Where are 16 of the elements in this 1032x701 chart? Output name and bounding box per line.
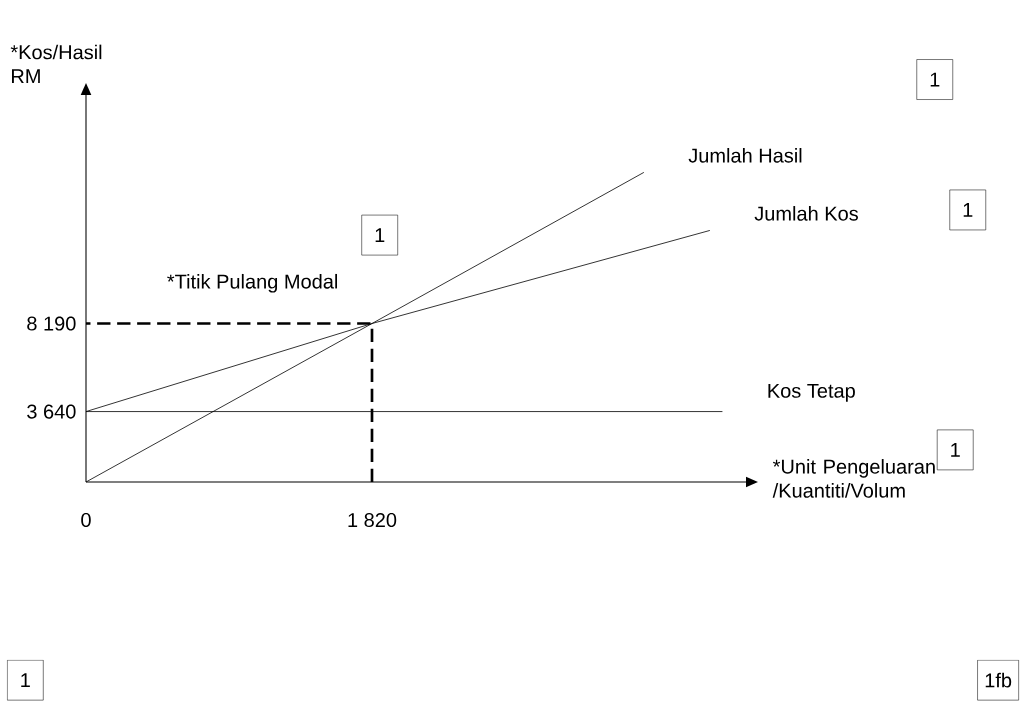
text: 1 bbox=[951, 443, 960, 457]
x-tick-label: 0 bbox=[81, 512, 91, 528]
text: 1fb bbox=[985, 672, 1012, 688]
x-tick-label: 1 820 bbox=[348, 512, 397, 528]
annotation: *Titik Pulang Modal bbox=[167, 273, 338, 293]
y-axis-title: *Kos/Hasil RM bbox=[10, 44, 102, 84]
y-tick-label: 8 190 bbox=[27, 316, 76, 331]
text: 1 bbox=[963, 203, 973, 217]
text: Kos Tetap bbox=[768, 383, 855, 402]
y-tick-label: 3 640 bbox=[27, 404, 76, 419]
text: 1 bbox=[21, 673, 30, 688]
text: Jumlah Kos bbox=[754, 206, 858, 221]
text: 1 bbox=[930, 72, 940, 87]
text: Jumlah Hasil bbox=[688, 147, 802, 163]
x-axis-title: *Unit Pengeluaran /Kuantiti/Volum bbox=[772, 459, 935, 498]
annotation: 1 bbox=[375, 228, 385, 242]
